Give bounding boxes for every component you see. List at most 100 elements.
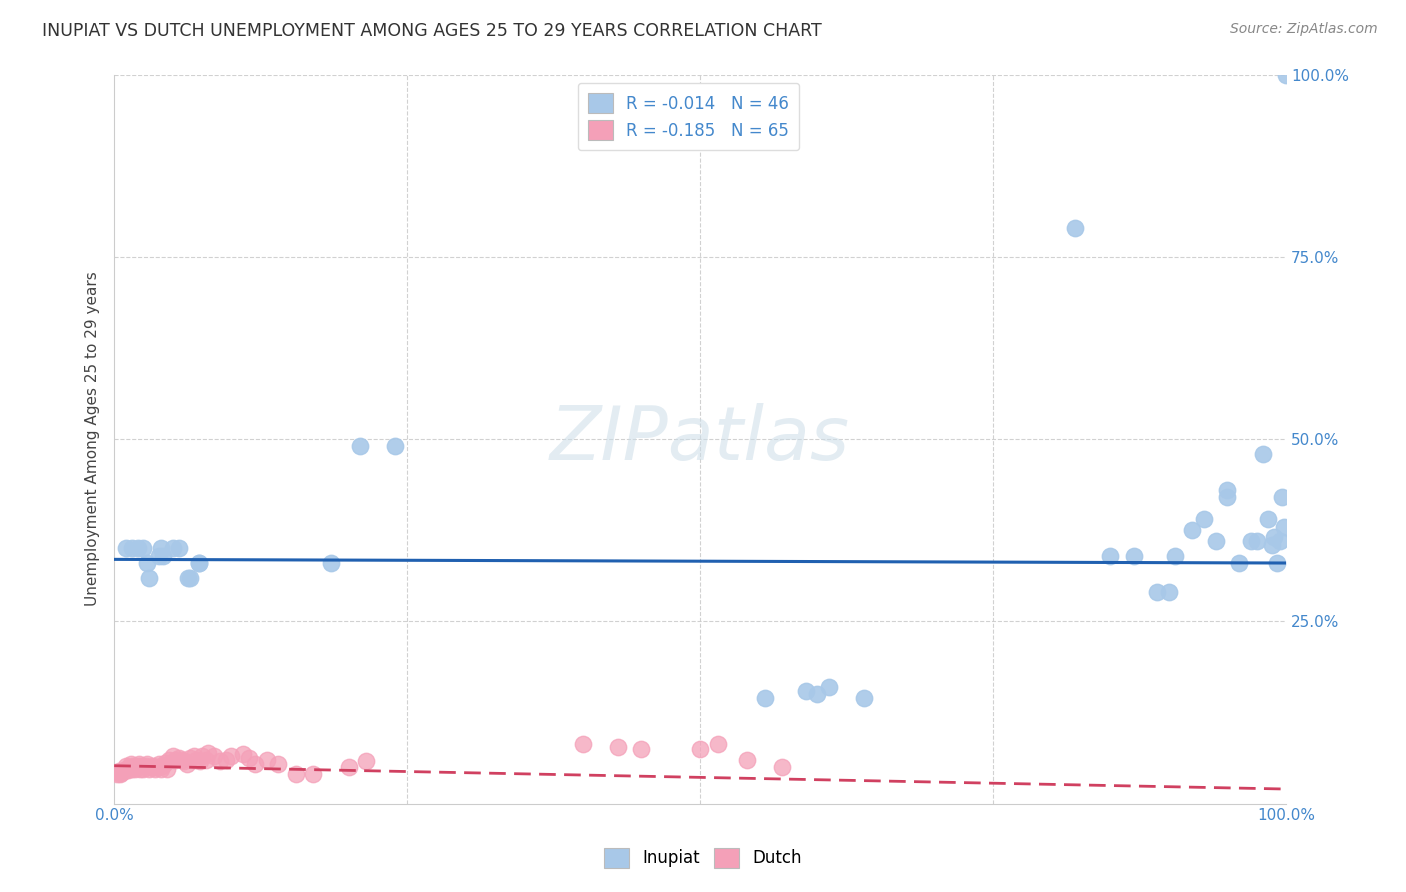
Point [105, 767, 128, 781]
Point [177, 571, 200, 585]
Point [124, 762, 146, 776]
Point [754, 690, 776, 705]
Point [156, 762, 179, 776]
Point [115, 758, 138, 772]
Point [853, 690, 876, 705]
Point [1146, 585, 1168, 599]
Point [607, 739, 630, 754]
Point [115, 541, 138, 556]
Point [148, 549, 170, 563]
Point [165, 753, 187, 767]
Point [179, 571, 201, 585]
Point [1099, 549, 1122, 563]
Point [150, 762, 173, 776]
Point [148, 756, 170, 771]
Point [1205, 534, 1227, 549]
Point [108, 767, 131, 781]
Point [689, 742, 711, 756]
Point [735, 753, 758, 767]
Point [145, 760, 167, 774]
Point [1257, 512, 1279, 526]
Point [806, 687, 828, 701]
Point [214, 753, 236, 767]
Point [186, 753, 208, 767]
Point [110, 766, 132, 780]
Point [1122, 549, 1144, 563]
Point [197, 746, 219, 760]
Legend: Inupiat, Dutch: Inupiat, Dutch [598, 841, 808, 875]
Point [337, 760, 360, 774]
Point [118, 760, 141, 774]
Point [132, 541, 155, 556]
Point [572, 737, 595, 751]
Point [1275, 68, 1298, 82]
Point [194, 753, 217, 767]
Point [208, 755, 231, 769]
Point [150, 541, 173, 556]
Point [127, 541, 149, 556]
Point [142, 758, 165, 772]
Point [284, 767, 307, 781]
Point [128, 756, 150, 771]
Point [243, 756, 266, 771]
Legend: R = -0.014   N = 46, R = -0.185   N = 65: R = -0.014 N = 46, R = -0.185 N = 65 [578, 83, 799, 150]
Point [302, 767, 325, 781]
Point [1240, 534, 1263, 549]
Point [183, 749, 205, 764]
Point [129, 758, 152, 772]
Point [1192, 512, 1215, 526]
Point [139, 760, 162, 774]
Point [127, 758, 149, 772]
Point [202, 749, 225, 764]
Point [162, 749, 184, 764]
Point [187, 556, 209, 570]
Point [121, 541, 143, 556]
Point [706, 737, 728, 751]
Text: Source: ZipAtlas.com: Source: ZipAtlas.com [1230, 22, 1378, 37]
Point [232, 747, 254, 761]
Point [150, 758, 173, 772]
Point [256, 753, 278, 767]
Point [221, 749, 243, 764]
Point [1064, 220, 1087, 235]
Point [115, 762, 138, 776]
Point [1181, 523, 1204, 537]
Point [770, 760, 793, 774]
Point [630, 742, 652, 756]
Point [1163, 549, 1185, 563]
Point [1271, 491, 1294, 505]
Text: INUPIAT VS DUTCH UNEMPLOYMENT AMONG AGES 25 TO 29 YEARS CORRELATION CHART: INUPIAT VS DUTCH UNEMPLOYMENT AMONG AGES… [42, 22, 823, 40]
Point [112, 764, 135, 778]
Point [153, 756, 176, 770]
Point [125, 760, 148, 774]
Point [1251, 447, 1274, 461]
Point [179, 751, 201, 765]
Point [152, 549, 174, 563]
Point [173, 755, 195, 769]
Point [129, 762, 152, 776]
Point [238, 751, 260, 765]
Y-axis label: Unemployment Among Ages 25 to 29 years: Unemployment Among Ages 25 to 29 years [86, 272, 100, 607]
Point [108, 764, 131, 778]
Point [319, 556, 342, 570]
Point [136, 556, 159, 570]
Point [1265, 556, 1288, 570]
Point [1268, 534, 1291, 549]
Point [267, 756, 290, 771]
Point [349, 439, 371, 453]
Point [354, 755, 377, 769]
Point [176, 756, 198, 771]
Point [384, 439, 406, 453]
Point [1227, 556, 1250, 570]
Point [1263, 531, 1285, 545]
Point [157, 753, 180, 767]
Point [1272, 519, 1295, 533]
Point [1246, 534, 1268, 549]
Point [187, 556, 209, 570]
Point [136, 756, 159, 771]
Point [143, 762, 166, 776]
Point [1216, 491, 1239, 505]
Point [1216, 483, 1239, 497]
Point [818, 680, 841, 694]
Point [122, 758, 145, 772]
